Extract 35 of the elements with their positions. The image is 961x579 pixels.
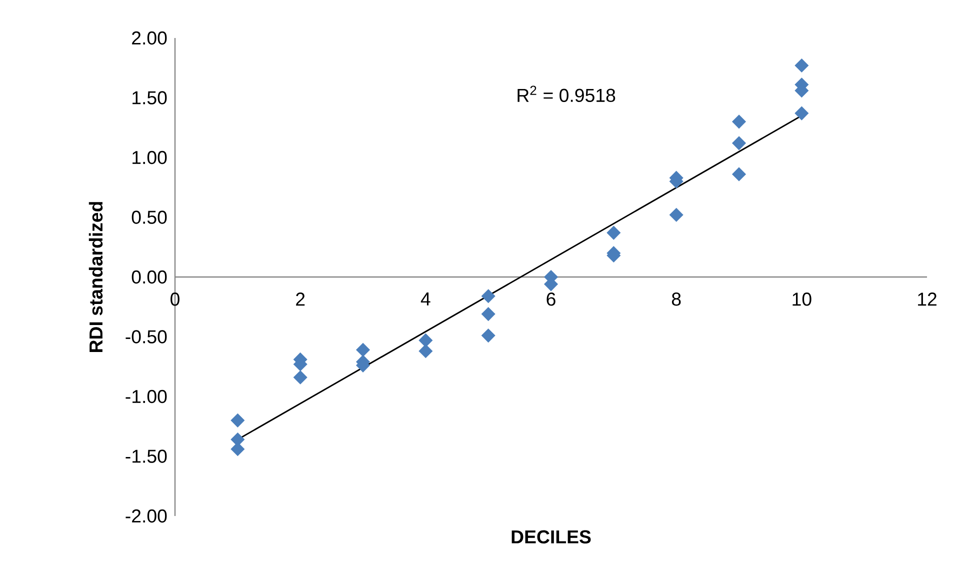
x-tick-label: 4: [420, 292, 430, 306]
point: [481, 307, 496, 321]
point: [230, 413, 245, 428]
point: [606, 226, 621, 240]
y-tick-label: 1.50: [132, 91, 167, 104]
y-tick-label: -0.50: [126, 330, 167, 344]
annotation: R$^{2}$ = 0.9518: [518, 86, 616, 102]
y-tick-label: 0.00: [132, 270, 167, 284]
y-tick-label: 1.00: [132, 150, 167, 164]
point: [669, 208, 684, 222]
x-tick-label: 12: [918, 292, 936, 306]
x-tick-label: 6: [546, 292, 556, 306]
point: [794, 58, 809, 72]
point: [481, 328, 496, 342]
y-tick-label: -1.50: [126, 450, 167, 463]
x-tick-label: 10: [792, 292, 812, 306]
point: [732, 114, 746, 129]
y-tick-label: 0.50: [132, 210, 167, 224]
x-axis-title: DECILES: [512, 530, 591, 544]
point: [794, 106, 809, 120]
point: [732, 167, 746, 182]
point: [418, 344, 433, 358]
y-tick-label: -2.00: [126, 509, 167, 523]
y-axis-title: RDI standardized: [88, 202, 103, 352]
x-tick-label: 0: [170, 292, 180, 306]
x-tick-label: 2: [296, 292, 305, 306]
point: [356, 342, 370, 357]
y-tick-label: 2.00: [132, 31, 167, 45]
y-tick-label: -1.00: [126, 390, 167, 404]
x-tick-label: 8: [672, 292, 681, 306]
point: [230, 442, 245, 456]
point: [481, 289, 496, 304]
point: [732, 136, 746, 150]
point: [293, 370, 308, 384]
point: [418, 333, 433, 348]
